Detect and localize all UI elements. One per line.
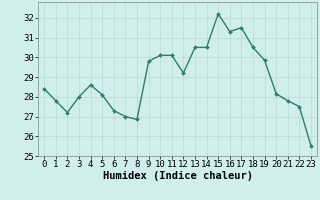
X-axis label: Humidex (Indice chaleur): Humidex (Indice chaleur) [103,171,252,181]
